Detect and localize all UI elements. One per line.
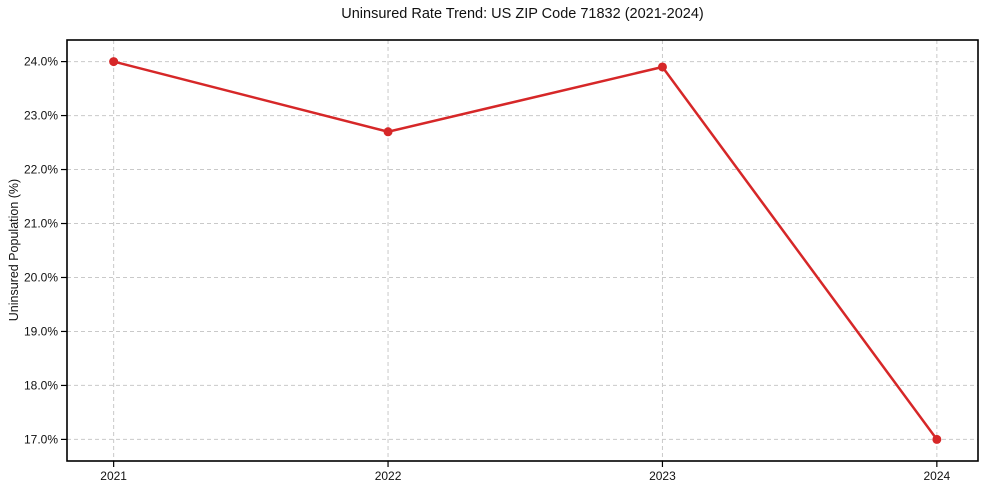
axes-border: [66, 39, 979, 462]
chart-title: Uninsured Rate Trend: US ZIP Code 71832 …: [341, 6, 704, 22]
y-tick-label: 19.0%: [24, 324, 58, 338]
x-tick-label: 2024: [923, 469, 950, 483]
data-point-marker: [932, 434, 942, 444]
y-tick-label: 24.0%: [24, 55, 58, 69]
x-tick-label: 2023: [649, 469, 676, 483]
y-tick-label: 20.0%: [24, 270, 58, 284]
x-tick-label: 2021: [100, 469, 127, 483]
y-tick-label: 18.0%: [24, 378, 58, 392]
trend-line: [112, 60, 939, 441]
y-tick-label: 23.0%: [24, 109, 58, 123]
y-tick-label: 22.0%: [24, 163, 58, 177]
x-tick-label: 2022: [375, 469, 402, 483]
y-tick-label: 21.0%: [24, 217, 58, 231]
data-point-marker: [109, 57, 119, 67]
data-point-marker: [657, 62, 667, 72]
y-tick-label: 17.0%: [24, 432, 58, 446]
data-point-marker: [383, 127, 393, 137]
